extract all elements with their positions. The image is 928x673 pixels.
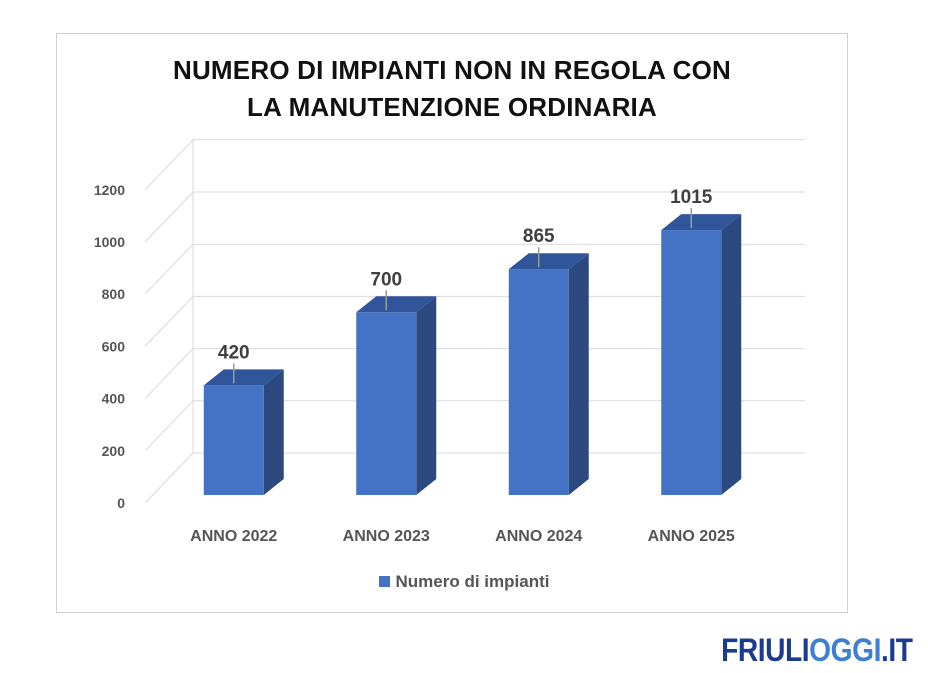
gridline-depth	[144, 400, 194, 452]
bar-side	[416, 296, 437, 495]
y-tick-label: 1200	[94, 182, 125, 198]
data-label: 1015	[670, 187, 713, 208]
legend-label: Numero di impianti	[395, 572, 550, 591]
bar	[203, 385, 264, 495]
chart-title-line-2: LA MANUTENZIONE ORDINARIA	[247, 92, 657, 122]
logo-part-oggi: OGGI	[808, 632, 881, 668]
gridline-depth	[144, 191, 194, 243]
legend: Numero di impianti	[0, 572, 928, 592]
y-tick-label: 1000	[94, 234, 125, 250]
y-tick-label: 0	[117, 495, 125, 511]
data-label: 700	[370, 269, 402, 290]
gridline-depth	[144, 139, 194, 191]
bar-top	[508, 253, 589, 270]
friulioggi-logo[interactable]: FRIULIOGGI.IT	[720, 632, 913, 669]
bar-side	[263, 369, 284, 495]
logo-part-it: .IT	[880, 632, 912, 668]
logo-part-friuli: FRIULI	[720, 632, 810, 668]
y-tick-label: 400	[102, 391, 126, 407]
x-tick-label: ANNO 2024	[495, 528, 582, 545]
gridline-depth	[144, 243, 194, 295]
bar-side	[721, 214, 742, 495]
bar-top	[203, 369, 284, 386]
x-tick-label: ANNO 2023	[343, 528, 430, 545]
legend-swatch	[378, 576, 390, 587]
y-tick-label: 800	[102, 286, 126, 302]
y-tick-label: 600	[102, 338, 126, 354]
chart-title-line-1: NUMERO DI IMPIANTI NON IN REGOLA CON	[172, 55, 731, 85]
x-tick-label: ANNO 2025	[648, 528, 735, 545]
bar-top	[356, 296, 437, 313]
x-tick-label: ANNO 2022	[190, 528, 277, 545]
bar	[661, 230, 722, 495]
bar	[508, 269, 569, 495]
gridline-depth	[144, 296, 194, 347]
data-label: 420	[218, 342, 250, 363]
gridline-depth	[144, 348, 194, 399]
bar-top	[661, 214, 742, 231]
bar	[356, 312, 417, 495]
y-tick-label: 200	[102, 443, 126, 459]
data-label: 865	[523, 226, 555, 247]
bar-side	[568, 253, 589, 495]
gridline-depth	[144, 452, 194, 504]
